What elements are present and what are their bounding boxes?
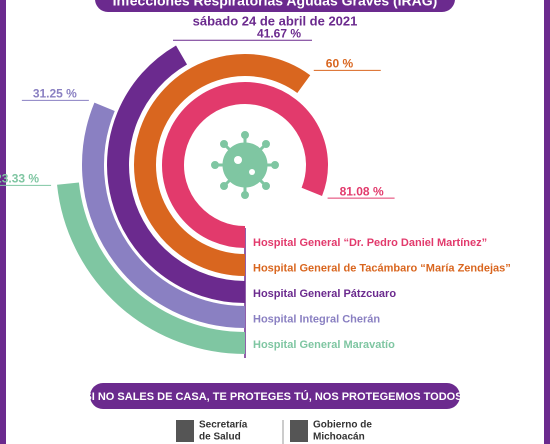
frame-left xyxy=(0,0,6,444)
legend-label: Hospital General Maravatío xyxy=(253,339,395,351)
title-banner xyxy=(95,0,455,12)
virus-icon xyxy=(211,131,279,199)
arc-bar xyxy=(134,54,311,276)
value-label: 41.67 % xyxy=(257,26,301,40)
slogan: SI NO SALES DE CASA, TE PROTEGES TÚ, NOS… xyxy=(84,390,465,403)
chart-title: Infecciones Respiratorias Agudas Graves … xyxy=(113,0,438,9)
value-label: 31.25 % xyxy=(33,86,77,100)
logo-gobierno xyxy=(290,420,308,442)
arc-bar xyxy=(162,82,328,248)
arc-bar xyxy=(57,182,246,354)
logo-text: Michoacán xyxy=(313,432,365,443)
legend-label: Hospital General de Tacámbaro “María Zen… xyxy=(253,262,511,274)
slogan-banner xyxy=(90,383,460,409)
logo-text: Secretaría xyxy=(199,420,248,431)
logo-text: de Salud xyxy=(199,432,241,443)
value-label: 23.33 % xyxy=(0,172,39,186)
logo-salud xyxy=(176,420,194,442)
value-label: 60 % xyxy=(326,57,354,71)
logo-text: Gobierno de xyxy=(313,420,372,431)
arc-bar xyxy=(82,102,246,328)
legend-label: Hospital Integral Cherán xyxy=(253,313,380,325)
arc-bar xyxy=(107,45,246,303)
chart-subtitle: sábado 24 de abril de 2021 xyxy=(193,13,358,28)
legend-label: Hospital General Pátzcuaro xyxy=(253,288,396,300)
value-label: 81.08 % xyxy=(340,184,384,198)
frame-right xyxy=(544,0,550,444)
legend-label: Hospital General “Dr. Pedro Daniel Martí… xyxy=(253,237,487,249)
virus-spikes xyxy=(215,135,275,195)
